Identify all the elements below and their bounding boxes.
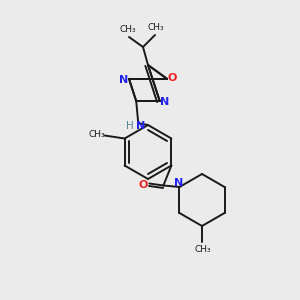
Text: O: O <box>167 73 177 83</box>
Text: N: N <box>119 75 129 85</box>
Text: CH₃: CH₃ <box>148 23 164 32</box>
Text: H: H <box>126 121 134 131</box>
Text: N: N <box>136 121 145 131</box>
Text: CH₃: CH₃ <box>88 130 105 139</box>
Text: CH₃: CH₃ <box>195 244 211 253</box>
Text: N: N <box>160 97 170 107</box>
Text: CH₃: CH₃ <box>120 26 136 34</box>
Text: N: N <box>174 178 183 188</box>
Text: O: O <box>139 179 148 190</box>
